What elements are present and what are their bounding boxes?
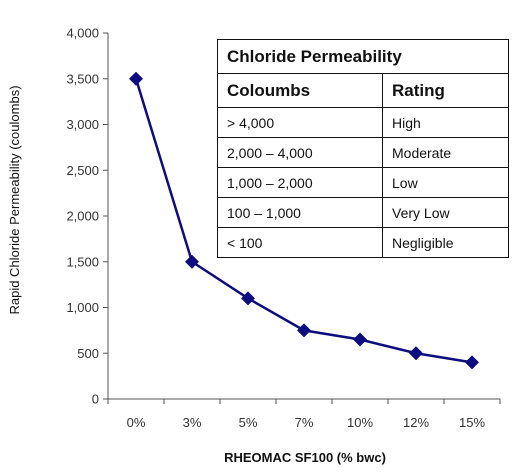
table-cell-rating: Negligible [382,227,509,258]
table-row: > 4,000 High [217,107,509,138]
x-ticks: 0% 3% 5% 7% 10% 12% 15% [107,399,501,430]
table-header-rating: Rating [382,73,509,108]
table-cell-rating: Low [382,167,509,198]
y-tick-label: 2,000 [66,209,99,224]
y-tick-label: 1,000 [66,300,99,315]
table-row: 100 – 1,000 Very Low [217,197,509,228]
y-tick-label: 500 [77,346,99,361]
table-row: < 100 Negligible [217,227,509,258]
rating-table: Chloride Permeability Coloumbs Rating > … [217,39,509,258]
table-cell-range: 1,000 – 2,000 [217,167,383,198]
data-point [465,355,479,370]
y-tick-label: 1,500 [66,254,99,269]
table-title-row: Chloride Permeability [217,39,509,74]
data-point [241,291,255,306]
table-cell-range: 2,000 – 4,000 [217,137,383,168]
x-tick-label: 3% [183,415,202,430]
table-row: 1,000 – 2,000 Low [217,167,509,198]
y-tick-label: 3,500 [66,71,99,86]
table-cell-rating: High [382,107,509,138]
series-group [129,71,479,370]
y-tick-label: 3,000 [66,117,99,132]
y-tick-label: 2,500 [66,163,99,178]
x-axis-title: RHEOMAC SF100 (% bwc) [224,450,386,465]
x-tick-label: 7% [295,415,314,430]
y-axis-title: Rapid Chloride Permeability (coulombs) [7,85,22,314]
data-point [185,254,199,269]
x-tick-label: 12% [403,415,429,430]
x-tick-label: 5% [239,415,258,430]
y-ticks: 0 500 1,000 1,500 2,000 2,500 3,000 3,500 4,000 [66,26,108,407]
table-header-row: Coloumbs Rating [217,73,509,108]
table-cell-range: < 100 [217,227,383,258]
table-title: Chloride Permeability [217,39,509,74]
data-point [353,332,367,347]
x-tick-label: 10% [347,415,373,430]
y-tick-label: 4,000 [66,26,99,41]
table-cell-rating: Moderate [382,137,509,168]
x-tick-label: 15% [459,415,485,430]
x-tick-label: 0% [127,415,146,430]
data-point [409,346,423,361]
data-point [129,71,143,86]
y-tick-label: 0 [92,392,99,407]
data-point [297,323,311,338]
table-cell-range: 100 – 1,000 [217,197,383,228]
table-cell-rating: Very Low [382,197,509,228]
table-header-coulombs: Coloumbs [217,73,383,108]
table-row: 2,000 – 4,000 Moderate [217,137,509,168]
table-cell-range: > 4,000 [217,107,383,138]
